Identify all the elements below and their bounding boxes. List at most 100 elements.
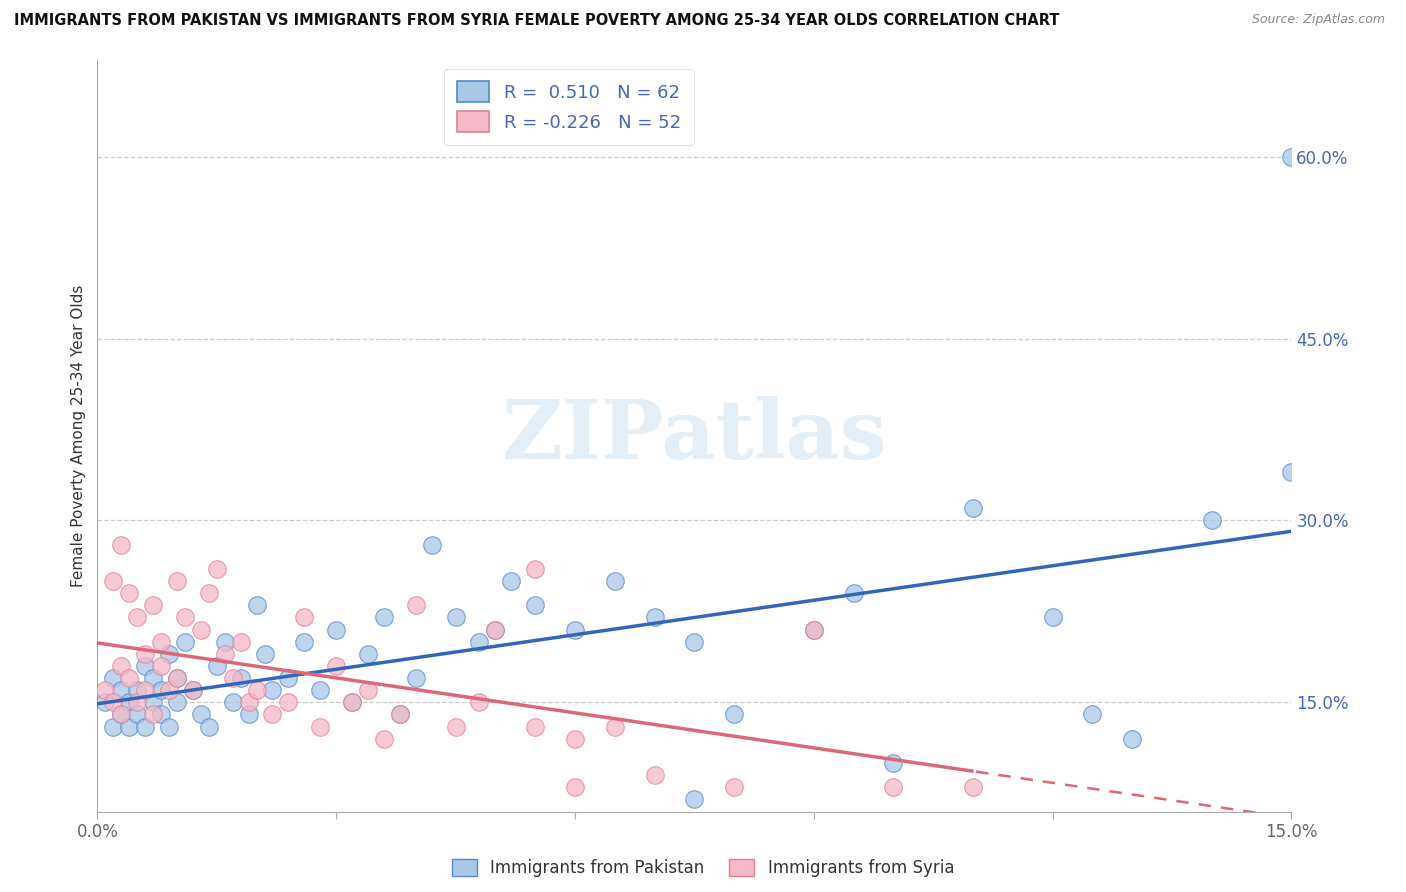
Text: IMMIGRANTS FROM PAKISTAN VS IMMIGRANTS FROM SYRIA FEMALE POVERTY AMONG 25-34 YEA: IMMIGRANTS FROM PAKISTAN VS IMMIGRANTS F… bbox=[14, 13, 1060, 29]
Point bbox=[1281, 150, 1303, 164]
Point bbox=[157, 647, 180, 661]
Point bbox=[157, 683, 180, 698]
Point bbox=[150, 683, 173, 698]
Point bbox=[103, 720, 125, 734]
Point bbox=[221, 671, 243, 685]
Point bbox=[803, 623, 825, 637]
Point bbox=[229, 671, 252, 685]
Point bbox=[118, 586, 141, 600]
Point bbox=[166, 671, 188, 685]
Point bbox=[134, 659, 156, 673]
Point bbox=[420, 538, 443, 552]
Point bbox=[1042, 610, 1064, 624]
Point bbox=[564, 780, 586, 795]
Point bbox=[357, 683, 380, 698]
Point bbox=[150, 634, 173, 648]
Point bbox=[150, 707, 173, 722]
Point bbox=[292, 610, 315, 624]
Point bbox=[444, 610, 467, 624]
Point bbox=[277, 695, 299, 709]
Point bbox=[644, 610, 666, 624]
Point bbox=[564, 623, 586, 637]
Point bbox=[181, 683, 204, 698]
Point bbox=[166, 695, 188, 709]
Point bbox=[134, 647, 156, 661]
Point bbox=[142, 599, 165, 613]
Point bbox=[484, 623, 506, 637]
Point bbox=[110, 538, 132, 552]
Point bbox=[309, 683, 332, 698]
Point bbox=[603, 720, 626, 734]
Y-axis label: Female Poverty Among 25-34 Year Olds: Female Poverty Among 25-34 Year Olds bbox=[72, 285, 86, 587]
Point bbox=[110, 683, 132, 698]
Point bbox=[882, 756, 904, 770]
Point bbox=[190, 623, 212, 637]
Point bbox=[962, 501, 984, 516]
Point bbox=[166, 574, 188, 588]
Point bbox=[229, 634, 252, 648]
Point bbox=[325, 623, 347, 637]
Point bbox=[238, 707, 260, 722]
Point bbox=[882, 780, 904, 795]
Point bbox=[181, 683, 204, 698]
Point bbox=[157, 720, 180, 734]
Point bbox=[277, 671, 299, 685]
Point bbox=[214, 647, 236, 661]
Point bbox=[723, 780, 745, 795]
Point bbox=[110, 707, 132, 722]
Point bbox=[174, 634, 197, 648]
Point bbox=[127, 707, 149, 722]
Point bbox=[292, 634, 315, 648]
Legend: R =  0.510   N = 62, R = -0.226   N = 52: R = 0.510 N = 62, R = -0.226 N = 52 bbox=[444, 69, 693, 145]
Point bbox=[501, 574, 523, 588]
Point bbox=[564, 731, 586, 746]
Point bbox=[214, 634, 236, 648]
Point bbox=[205, 562, 228, 576]
Point bbox=[603, 574, 626, 588]
Point bbox=[118, 671, 141, 685]
Point bbox=[468, 695, 491, 709]
Point bbox=[524, 599, 547, 613]
Point bbox=[221, 695, 243, 709]
Point bbox=[524, 562, 547, 576]
Point bbox=[238, 695, 260, 709]
Point bbox=[94, 683, 117, 698]
Point bbox=[103, 574, 125, 588]
Point bbox=[803, 623, 825, 637]
Point bbox=[94, 695, 117, 709]
Point bbox=[118, 695, 141, 709]
Point bbox=[127, 683, 149, 698]
Point bbox=[142, 707, 165, 722]
Point bbox=[842, 586, 865, 600]
Point bbox=[468, 634, 491, 648]
Point bbox=[340, 695, 363, 709]
Point bbox=[1201, 513, 1223, 527]
Point bbox=[1121, 731, 1143, 746]
Point bbox=[962, 780, 984, 795]
Point bbox=[1281, 465, 1303, 479]
Point bbox=[373, 731, 395, 746]
Point bbox=[683, 634, 706, 648]
Point bbox=[245, 599, 267, 613]
Point bbox=[174, 610, 197, 624]
Point bbox=[723, 707, 745, 722]
Point bbox=[1081, 707, 1104, 722]
Point bbox=[325, 659, 347, 673]
Point bbox=[405, 671, 427, 685]
Point bbox=[357, 647, 380, 661]
Point bbox=[103, 671, 125, 685]
Point bbox=[118, 720, 141, 734]
Point bbox=[405, 599, 427, 613]
Point bbox=[127, 610, 149, 624]
Point bbox=[388, 707, 411, 722]
Point bbox=[524, 720, 547, 734]
Point bbox=[340, 695, 363, 709]
Point bbox=[262, 707, 284, 722]
Point bbox=[245, 683, 267, 698]
Point bbox=[644, 768, 666, 782]
Point bbox=[142, 671, 165, 685]
Point bbox=[134, 720, 156, 734]
Point bbox=[142, 695, 165, 709]
Point bbox=[198, 586, 221, 600]
Point bbox=[373, 610, 395, 624]
